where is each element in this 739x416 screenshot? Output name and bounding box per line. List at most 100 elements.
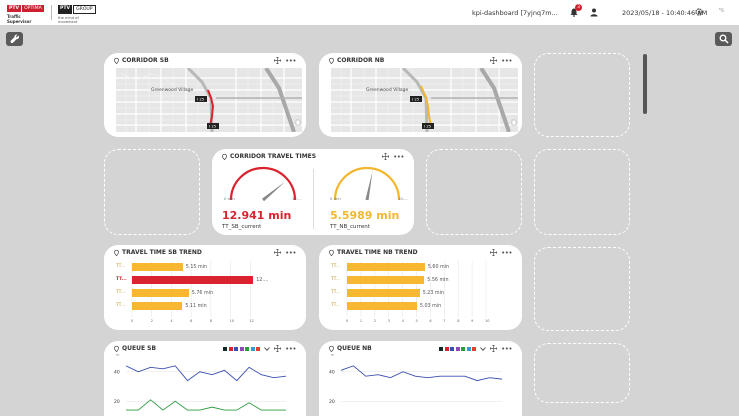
- bar[interactable]: [132, 302, 183, 310]
- move-icon[interactable]: [382, 153, 390, 160]
- pin-icon: [329, 345, 334, 352]
- more-options-icon[interactable]: •••: [393, 152, 404, 161]
- nb-gauge: [333, 166, 401, 201]
- legend-swatch[interactable]: [450, 346, 455, 351]
- pin-icon: [114, 345, 119, 352]
- corridor-sb-map[interactable]: Greenwood Village I 25 I 25: [116, 68, 302, 132]
- queue-sb-line-chart: 40 20: [114, 365, 287, 411]
- ptv-optima-logo: PTV OPTIMA Traffic Supervisor: [7, 5, 45, 24]
- empty-widget-slot[interactable]: [104, 149, 200, 235]
- dashboard-selector[interactable]: kpi-dashboard [7yjnq7m...: [472, 9, 558, 17]
- legend-swatch[interactable]: [223, 346, 228, 351]
- legend-swatch[interactable]: [444, 346, 449, 351]
- bar[interactable]: [132, 289, 189, 297]
- gear-icon[interactable]: [694, 7, 704, 17]
- legend-swatch[interactable]: [461, 346, 466, 351]
- corridor-travel-times-widget: CORRIDOR TRAVEL TIMES ••• 0 min 12.... 1…: [212, 149, 414, 235]
- map-canvas: Greenwood Village I 25 I 25: [331, 68, 518, 132]
- sb-travel-time-value: 12.941 min: [222, 209, 292, 222]
- series-legend[interactable]: [223, 346, 261, 351]
- legend-swatch[interactable]: [245, 346, 250, 351]
- empty-widget-slot[interactable]: [426, 149, 522, 235]
- scrollbar[interactable]: [643, 54, 647, 114]
- sb-gauge-arc: [229, 166, 297, 201]
- legend-swatch[interactable]: [239, 346, 244, 351]
- more-options-icon[interactable]: •••: [285, 56, 296, 65]
- more-options-icon[interactable]: •••: [285, 248, 296, 257]
- pin-icon: [329, 57, 334, 64]
- logo-tagline: the mind of movement: [58, 16, 79, 24]
- y-axis-tick: 20: [329, 399, 335, 405]
- series-legend[interactable]: [439, 346, 477, 351]
- queue-series-line[interactable]: [126, 399, 286, 411]
- bar[interactable]: [347, 276, 425, 284]
- search-button[interactable]: [715, 32, 732, 46]
- legend-swatch[interactable]: [466, 346, 471, 351]
- empty-widget-slot[interactable]: [534, 53, 630, 137]
- bar-category-label: TT...: [116, 277, 127, 282]
- x-axis-tick: 4: [401, 319, 404, 323]
- map-place-label: Greenwood Village: [366, 87, 408, 93]
- bar-category-label: TT...: [331, 303, 341, 308]
- bar[interactable]: [132, 263, 183, 271]
- bar-category-label: TT...: [116, 264, 126, 269]
- legend-swatch[interactable]: [234, 346, 239, 351]
- chevron-down-icon[interactable]: [264, 346, 270, 351]
- x-axis-tick: 3: [387, 319, 390, 323]
- legend-swatch[interactable]: [472, 346, 477, 351]
- x-axis-tick: 10: [485, 319, 490, 323]
- nb-travel-time-value: 5.5989 min: [330, 209, 400, 222]
- more-options-icon[interactable]: •••: [501, 248, 512, 257]
- tools-button[interactable]: [6, 32, 23, 46]
- bar-value-label: 5.15 min: [185, 264, 208, 270]
- top-bar: PTV OPTIMA Traffic Supervisor PTV GROUP …: [0, 0, 739, 26]
- more-options-icon[interactable]: •••: [285, 344, 296, 353]
- x-axis-tick: 9: [471, 319, 474, 323]
- empty-widget-slot[interactable]: [534, 343, 630, 403]
- sb-trend-bar-chart: TT... 5.15 min TT... 12.... TT... 5.76 min TT.…: [104, 245, 306, 330]
- x-axis-tick: 0: [346, 319, 349, 323]
- user-icon[interactable]: [590, 8, 598, 17]
- move-icon[interactable]: [274, 57, 282, 64]
- x-axis-tick: 12: [249, 319, 254, 323]
- bar[interactable]: [347, 289, 420, 297]
- move-icon[interactable]: [490, 57, 498, 64]
- x-axis-tick: 2: [373, 319, 377, 323]
- corridor-nb-map[interactable]: Greenwood Village I 25 I 25: [331, 68, 518, 132]
- move-icon[interactable]: [274, 345, 282, 352]
- legend-swatch[interactable]: [256, 346, 261, 351]
- legend-swatch[interactable]: [439, 346, 444, 351]
- bar[interactable]: [347, 263, 425, 271]
- x-axis-tick: 4: [170, 319, 173, 323]
- legend-swatch[interactable]: [455, 346, 460, 351]
- queue-series-line[interactable]: [125, 365, 287, 382]
- widget-title: CORRIDOR SB: [122, 57, 169, 64]
- units-toggle[interactable]: ᴹ⁄ₖ: [719, 8, 725, 14]
- pin-icon: [329, 249, 334, 256]
- widget-title: CORRIDOR TRAVEL TIMES: [230, 153, 317, 160]
- x-axis-tick: 1: [359, 319, 363, 323]
- move-icon[interactable]: [490, 345, 498, 352]
- queue-series-line[interactable]: [340, 365, 503, 382]
- bar[interactable]: [347, 302, 417, 310]
- logo-subtitle: Traffic Supervisor: [7, 14, 32, 24]
- more-options-icon[interactable]: •••: [501, 56, 512, 65]
- widget-title: TRAVEL TIME NB TREND: [337, 249, 418, 256]
- move-icon[interactable]: [490, 249, 498, 256]
- queue-nb-widget: QUEUE NB ••• m 40 20: [319, 341, 522, 416]
- empty-widget-slot[interactable]: [534, 149, 630, 235]
- sb-gauge-min: 0 min: [224, 196, 235, 201]
- x-axis-tick: 7: [443, 319, 446, 323]
- legend-swatch[interactable]: [228, 346, 233, 351]
- nb-gauge-needle: [365, 171, 373, 201]
- sb-gauge-needle: [261, 181, 286, 202]
- bar[interactable]: [132, 276, 254, 284]
- empty-widget-slot[interactable]: [534, 247, 630, 331]
- legend-swatch[interactable]: [250, 346, 255, 351]
- move-icon[interactable]: [274, 249, 282, 256]
- bar-value-label: 5.11 min: [185, 303, 207, 309]
- chevron-down-icon[interactable]: [480, 346, 486, 351]
- corridor-nb-widget: CORRIDOR NB ••• Greenwood Village I 25: [319, 53, 522, 137]
- more-options-icon[interactable]: •••: [501, 344, 512, 353]
- bar-category-label: TT...: [331, 277, 341, 282]
